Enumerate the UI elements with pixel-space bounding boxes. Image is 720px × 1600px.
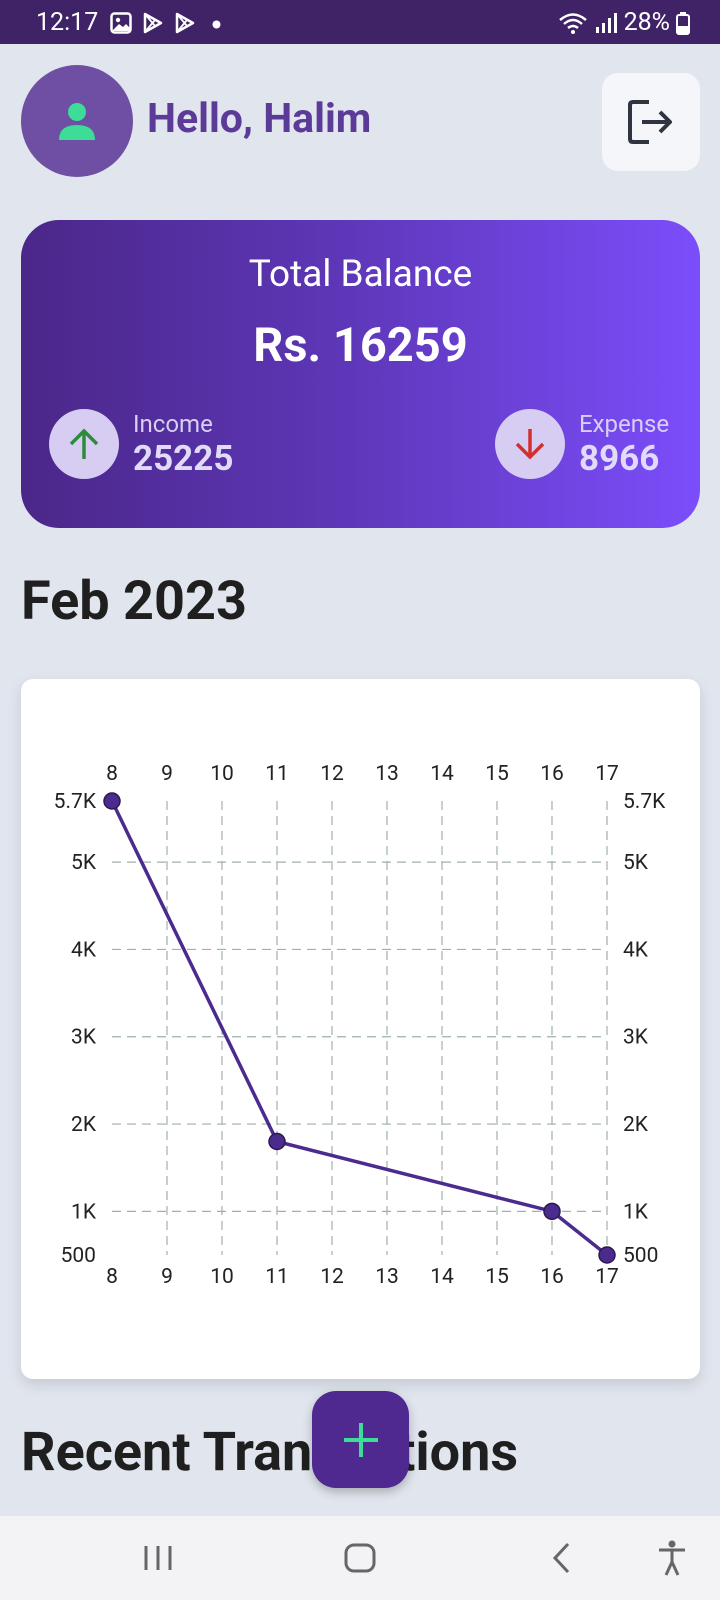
x-tick-label-bottom: 15 xyxy=(485,1265,509,1289)
y-tick-label-right: 3K xyxy=(623,1026,649,1050)
plus-icon xyxy=(343,1422,378,1457)
battery-icon xyxy=(676,11,690,35)
y-tick-label-left: 1K xyxy=(71,1200,97,1224)
y-tick-label-right: 1K xyxy=(623,1200,649,1224)
x-tick-label-top: 17 xyxy=(595,762,619,786)
y-tick-label-left: 500 xyxy=(61,1244,96,1268)
data-point xyxy=(103,792,121,810)
system-nav-bar xyxy=(0,1516,720,1600)
signal-icon xyxy=(595,12,617,33)
home-icon[interactable] xyxy=(342,1538,378,1578)
balance-title: Total Balance xyxy=(248,253,473,296)
balance-amount: Rs. 16259 xyxy=(253,318,468,373)
x-tick-label-top: 11 xyxy=(265,762,289,786)
y-tick-label-right: 500 xyxy=(623,1244,658,1268)
x-tick-label-bottom: 9 xyxy=(161,1265,173,1289)
x-tick-label-top: 9 xyxy=(161,762,173,786)
x-tick-label-top: 10 xyxy=(210,762,234,786)
play-store-icon xyxy=(175,12,195,34)
x-tick-label-top: 13 xyxy=(375,762,399,786)
x-tick-label-bottom: 13 xyxy=(375,1265,399,1289)
expense-label: Expense xyxy=(579,410,670,438)
accessibility-icon[interactable] xyxy=(654,1538,690,1578)
avatar[interactable] xyxy=(21,65,133,177)
x-tick-label-top: 16 xyxy=(540,762,564,786)
y-tick-label-right: 5K xyxy=(623,851,649,875)
series-line xyxy=(110,800,609,1257)
x-tick-label-bottom: 16 xyxy=(540,1265,564,1289)
y-tick-label-right: 5.7K xyxy=(623,790,666,814)
x-tick-label-bottom: 8 xyxy=(106,1265,118,1289)
notification-dot-icon xyxy=(212,20,221,29)
y-tick-label-left: 5K xyxy=(71,851,97,875)
y-tick-label-right: 4K xyxy=(623,938,649,962)
x-tick-label-bottom: 17 xyxy=(595,1265,619,1289)
y-tick-label-left: 4K xyxy=(71,938,97,962)
battery-percent: 28% xyxy=(623,8,670,37)
expense-icon-circle xyxy=(495,409,565,479)
x-tick-label-top: 12 xyxy=(320,762,344,786)
wifi-icon xyxy=(558,12,587,34)
data-point xyxy=(598,1246,616,1264)
y-tick-label-left: 3K xyxy=(71,1026,97,1050)
x-tick-label-top: 8 xyxy=(106,762,118,786)
month-title: Feb 2023 xyxy=(21,570,247,633)
gallery-icon xyxy=(110,12,132,34)
section-title: Recent Transactions xyxy=(21,1421,519,1484)
logout-icon xyxy=(628,100,672,144)
add-transaction-button[interactable] xyxy=(312,1391,409,1488)
arrow-down-icon xyxy=(515,429,545,460)
chart-card: 8 8 9 9 10 10 11 11 12 12 13 13 14 14 15 15 16 16 17 17 500 5… xyxy=(21,679,700,1379)
status-right: 28% xyxy=(558,8,690,37)
income-value: 25225 xyxy=(133,438,234,479)
x-tick-label-bottom: 10 xyxy=(210,1265,234,1289)
x-tick-label-bottom: 14 xyxy=(430,1265,454,1289)
status-bar: 12:17 28% xyxy=(0,0,720,44)
expense-value: 8966 xyxy=(579,438,660,479)
arrow-up-icon xyxy=(69,428,99,459)
data-point xyxy=(268,1132,286,1151)
y-tick-label-left: 2K xyxy=(71,1113,97,1137)
balance-card: Total Balance Rs. 16259 Income 25225 Exp… xyxy=(21,220,700,528)
y-tick-label-left: 5.7K xyxy=(54,790,97,814)
x-tick-label-top: 15 xyxy=(485,762,509,786)
back-icon[interactable] xyxy=(544,1538,580,1578)
income-icon-circle xyxy=(49,409,119,479)
recent-apps-icon[interactable] xyxy=(140,1538,176,1578)
logout-button[interactable] xyxy=(602,73,700,171)
x-tick-label-bottom: 11 xyxy=(265,1265,289,1289)
status-time: 12:17 xyxy=(36,8,99,37)
y-tick-label-right: 2K xyxy=(623,1113,649,1137)
person-icon xyxy=(59,103,95,140)
play-store-icon xyxy=(143,12,163,34)
x-tick-label-bottom: 12 xyxy=(320,1265,344,1289)
greeting-text: Hello, Halim xyxy=(147,95,372,143)
data-point xyxy=(543,1202,561,1221)
x-tick-label-top: 14 xyxy=(430,762,454,786)
income-label: Income xyxy=(133,410,213,438)
